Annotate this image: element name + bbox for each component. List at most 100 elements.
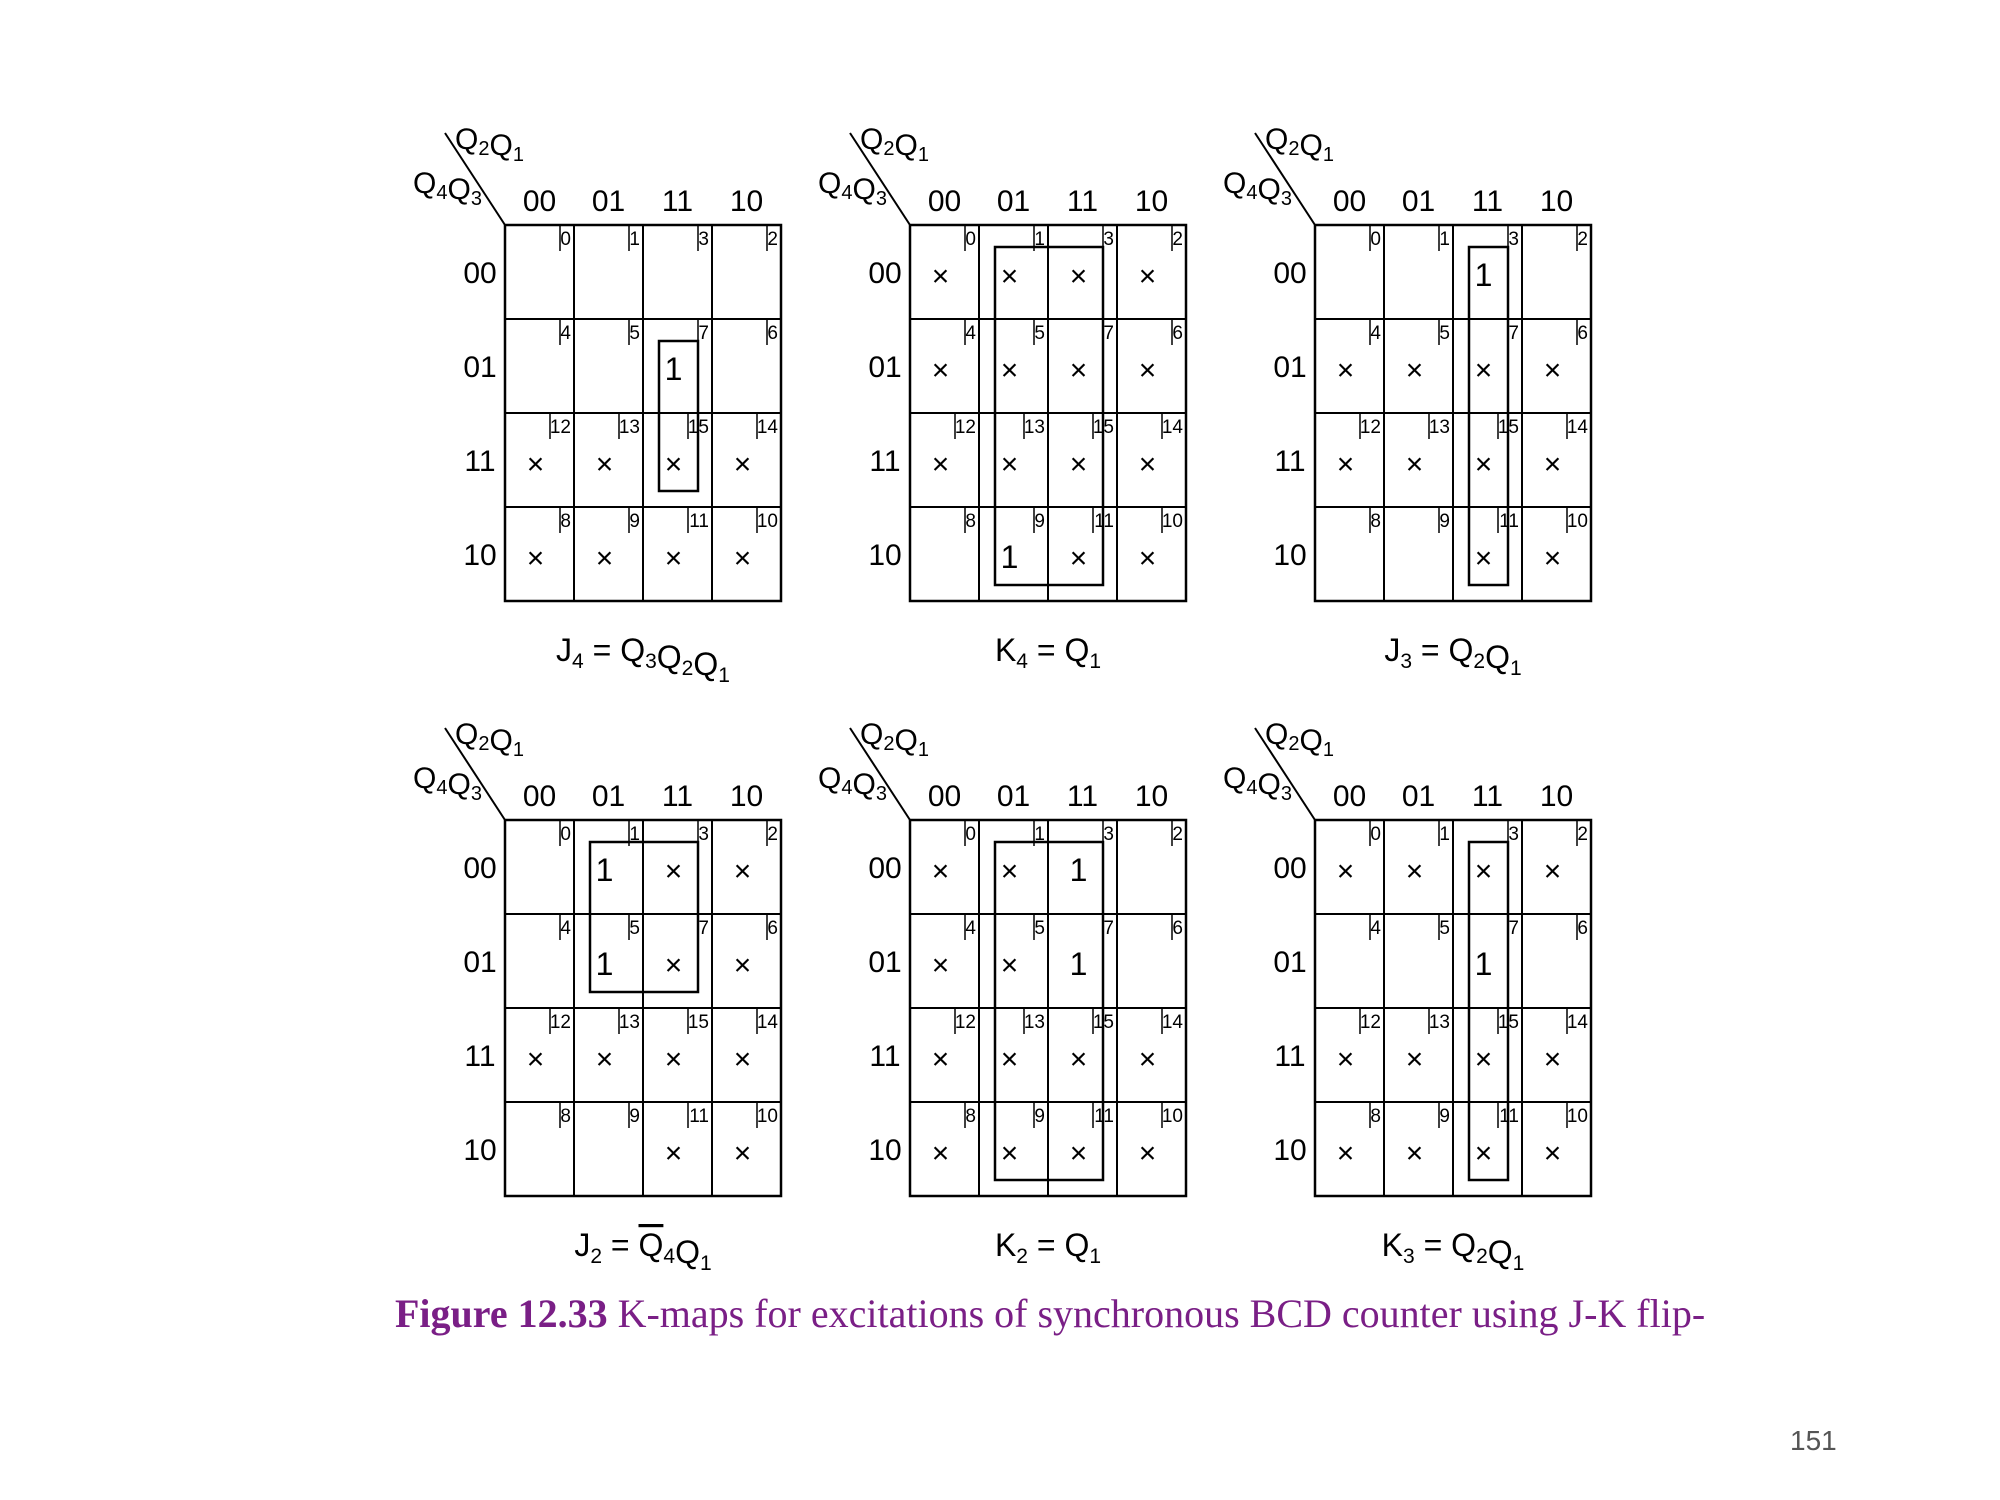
- cell-dont-care: ×: [1070, 542, 1088, 575]
- minterm-number: 14: [1567, 417, 1589, 438]
- kmap-expression: K2 = Q1: [995, 1227, 1101, 1268]
- corner-diagonal: [1254, 132, 1316, 226]
- minterm-number: 0: [1370, 824, 1381, 845]
- minterm-number: 4: [965, 323, 976, 344]
- row-header: 10: [463, 1134, 496, 1167]
- minterm-number: 10: [1567, 511, 1588, 532]
- row-variables: Q4Q3: [818, 762, 887, 805]
- minterm-number: 1: [1439, 824, 1450, 845]
- minterm-number: 6: [1577, 323, 1588, 344]
- column-header: 01: [592, 780, 625, 813]
- cell-dont-care: ×: [1139, 1043, 1157, 1076]
- column-header: 11: [1472, 185, 1503, 218]
- minterm-number: 1: [1034, 824, 1045, 845]
- cell-dont-care: ×: [932, 1137, 950, 1170]
- cell-dont-care: ×: [1475, 1137, 1493, 1170]
- cell-dont-care: ×: [1070, 260, 1088, 293]
- cell-dont-care: ×: [1406, 1137, 1424, 1170]
- minterm-number: 3: [1508, 824, 1519, 845]
- cell-dont-care: ×: [596, 448, 614, 481]
- cell-dont-care: ×: [527, 1043, 545, 1076]
- cell-dont-care: ×: [665, 949, 683, 982]
- grouping-loop: [993, 245, 1105, 587]
- minterm-number: 5: [629, 918, 640, 939]
- cell-dont-care: ×: [1001, 855, 1019, 888]
- minterm-number: 0: [1370, 229, 1381, 250]
- cell-dont-care: ×: [734, 448, 752, 481]
- minterm-number: 12: [955, 417, 976, 438]
- kmap-expression: J3 = Q2Q1: [1384, 632, 1521, 680]
- cell-dont-care: ×: [1406, 448, 1424, 481]
- cell-dont-care: ×: [1139, 542, 1157, 575]
- corner-diagonal: [444, 132, 506, 226]
- cell-dont-care: ×: [665, 1137, 683, 1170]
- minterm-number: 1: [629, 229, 640, 250]
- column-header: 01: [997, 185, 1030, 218]
- minterm-number: 10: [1162, 1106, 1183, 1127]
- column-variables: Q2Q1: [860, 718, 929, 761]
- cell-dont-care: ×: [1544, 354, 1562, 387]
- cell-dont-care: ×: [1544, 542, 1562, 575]
- minterm-number: 8: [560, 1106, 571, 1127]
- minterm-number: 0: [560, 824, 571, 845]
- grouping-loop: [993, 840, 1105, 1182]
- cell-dont-care: ×: [1406, 855, 1424, 888]
- minterm-number: 8: [965, 1106, 976, 1127]
- minterm-number: 12: [1360, 417, 1381, 438]
- column-header: 01: [1402, 780, 1435, 813]
- cell-dont-care: ×: [734, 855, 752, 888]
- minterm-number: 5: [629, 323, 640, 344]
- cell-dont-care: ×: [1475, 1043, 1493, 1076]
- minterm-number: 4: [560, 918, 571, 939]
- minterm-number: 3: [698, 229, 709, 250]
- minterm-number: 4: [560, 323, 571, 344]
- column-header: 11: [662, 780, 693, 813]
- cell-dont-care: ×: [665, 542, 683, 575]
- cell-dont-care: ×: [1406, 1043, 1424, 1076]
- cell-dont-care: ×: [665, 855, 683, 888]
- cell-dont-care: ×: [1001, 260, 1019, 293]
- row-header: 01: [1273, 351, 1306, 384]
- cell-one: 1: [1475, 946, 1493, 982]
- cell-dont-care: ×: [1544, 855, 1562, 888]
- cell-dont-care: ×: [932, 855, 950, 888]
- minterm-number: 12: [1360, 1012, 1381, 1033]
- minterm-number: 10: [757, 1106, 778, 1127]
- minterm-number: 9: [1439, 511, 1450, 532]
- minterm-number: 1: [1034, 229, 1045, 250]
- minterm-number: 5: [1439, 918, 1450, 939]
- minterm-number: 2: [1172, 824, 1183, 845]
- minterm-number: 11: [689, 1106, 709, 1127]
- cell-dont-care: ×: [1070, 1137, 1088, 1170]
- grouping-loop: [1467, 245, 1510, 587]
- cell-one: 1: [665, 351, 683, 387]
- minterm-number: 3: [1508, 229, 1519, 250]
- column-header: 10: [730, 185, 763, 218]
- minterm-number: 8: [1370, 1106, 1381, 1127]
- minterm-number: 7: [1103, 918, 1114, 939]
- minterm-number: 6: [1172, 918, 1183, 939]
- cell-dont-care: ×: [1001, 448, 1019, 481]
- column-variables: Q2Q1: [1265, 123, 1334, 166]
- column-header: 00: [523, 185, 556, 218]
- minterm-number: 7: [1508, 323, 1519, 344]
- minterm-number: 0: [560, 229, 571, 250]
- cell-dont-care: ×: [1337, 1043, 1355, 1076]
- minterm-number: 13: [1429, 417, 1450, 438]
- page-number: 151: [1790, 1425, 1837, 1456]
- minterm-number: 14: [757, 417, 779, 438]
- cell-dont-care: ×: [665, 1043, 683, 1076]
- row-variables: Q4Q3: [413, 762, 482, 805]
- row-header: 10: [868, 1134, 901, 1167]
- cell-dont-care: ×: [1001, 1043, 1019, 1076]
- cell-one: 1: [1070, 946, 1088, 982]
- row-header: 00: [1273, 257, 1306, 290]
- cell-dont-care: ×: [1544, 1043, 1562, 1076]
- cell-one: 1: [596, 852, 614, 888]
- cell-dont-care: ×: [1139, 260, 1157, 293]
- cell-dont-care: ×: [665, 448, 683, 481]
- minterm-number: 2: [1172, 229, 1183, 250]
